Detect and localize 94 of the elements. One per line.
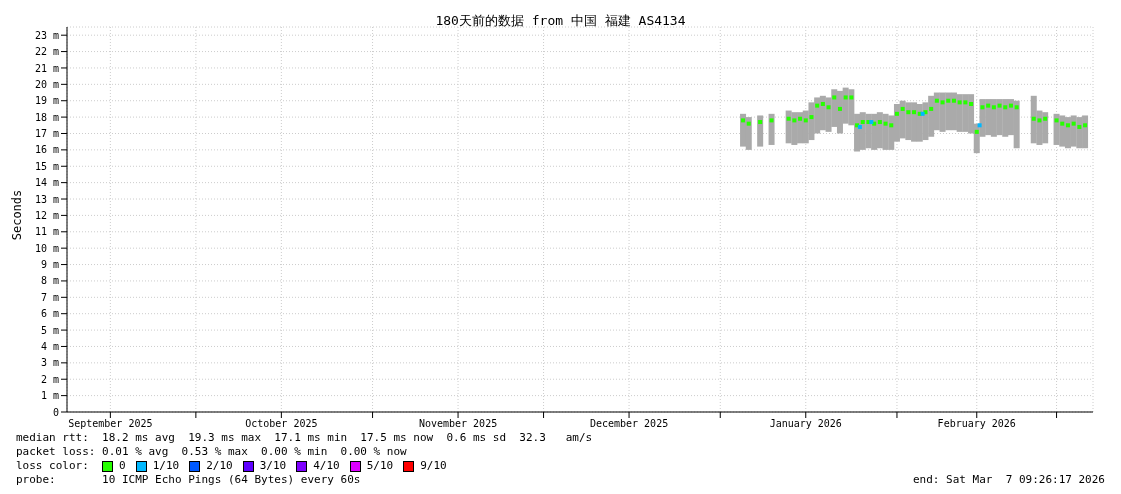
text: end: Sat Mar 7 09:26:17 2026 [912,473,1105,487]
point [940,100,945,105]
point [843,95,848,100]
chart-title: 180天前的数据 from 中国 福建 AS4134 [434,12,687,30]
point [974,129,979,134]
y-tick-label: 6 m [40,308,59,320]
point [792,118,797,123]
y-tick-label: 5 m [40,324,59,336]
y-tick-label: 17 m [34,128,59,140]
point [951,98,956,103]
y-tick-label: 12 m [34,209,59,221]
y-tick-label: 19 m [34,95,59,107]
point [820,102,825,106]
point [1014,105,1019,110]
legend-label: 1/10 [152,459,180,473]
point [1003,105,1008,110]
point [889,123,894,128]
point [894,111,899,116]
legend-label: 3/10 [259,459,287,473]
point [877,120,882,125]
point [1065,123,1070,128]
point [849,95,854,100]
y-axis-title: Seconds [10,188,24,243]
point [1043,116,1048,121]
y-tick-label: 8 m [40,275,59,287]
point [860,120,865,125]
legend-label: 9/10 [420,459,447,473]
point [1077,124,1082,129]
y-tick-label: 11 m [34,226,59,238]
y-tick-label: 9 m [40,259,59,271]
point [883,121,888,126]
legend-title: loss color: [16,459,90,473]
y-tick-label: 1 m [40,390,59,402]
y-tick-label: 14 m [34,177,59,189]
point [977,123,982,128]
point [912,110,917,115]
point [746,121,751,126]
point [837,106,842,111]
point [741,118,746,123]
y-tick-label: 13 m [34,193,59,205]
point [986,103,991,108]
y-tick-label: 23 m [34,29,59,41]
y-tick-label: 3 m [40,357,59,369]
x-tick-label: September 2025 [68,418,153,430]
legend-label: 0 [119,459,126,473]
point [803,118,808,123]
point [991,105,996,110]
legend-label: 4/10 [313,459,340,473]
text: packet loss: 0.01 % avg 0.53 % max 0.00 % min 0.00 % now [16,445,408,459]
y-tick-label: 18 m [34,111,59,123]
y-tick-label: 16 m [34,144,59,156]
point [758,120,763,125]
point [809,115,814,120]
point [1031,116,1036,121]
text: probe: 10 ICMP Echo Pings (64 Bytes) every 60s [16,473,361,487]
point [929,106,934,111]
point [769,118,774,123]
point [906,110,911,115]
y-tick-label: 20 m [34,78,59,90]
point [980,105,985,110]
y-tick-label: 4 m [40,341,59,353]
x-tick-label: November 2025 [418,418,498,430]
x-tick-label: October 2025 [245,418,318,430]
point [1071,121,1076,126]
point [963,100,968,105]
point [786,116,791,121]
y-tick-label: 21 m [34,62,59,74]
point [832,95,837,100]
y-tick-label: 10 m [34,242,59,254]
point [934,98,939,103]
x-tick-label: February 2026 [937,418,1016,430]
point [1037,118,1042,123]
point [826,105,831,110]
point [1054,118,1059,123]
point [1083,123,1088,128]
point [1060,121,1065,126]
x-tick-label: January 2026 [769,418,842,430]
text: median rtt: 18.2 ms avg 19.3 ms max 17.1 ms min 17.5 ms now 0.6 ms sd 32.3 am/s [16,431,594,445]
y-tick-label: 7 m [40,291,59,303]
point [798,116,803,121]
point [957,100,962,105]
point [969,102,974,106]
legend-label: 5/10 [366,459,394,473]
point [900,106,905,111]
x-tick-label: December 2025 [589,418,669,430]
point [1008,103,1013,108]
point [815,103,820,108]
y-tick-label: 22 m [34,46,59,58]
y-tick-label: 15 m [34,160,59,172]
legend-label: 2/10 [206,459,233,473]
point [946,98,951,103]
y-tick-label: 0 [52,406,59,418]
point [997,103,1002,108]
y-tick-label: 2 m [40,373,59,385]
